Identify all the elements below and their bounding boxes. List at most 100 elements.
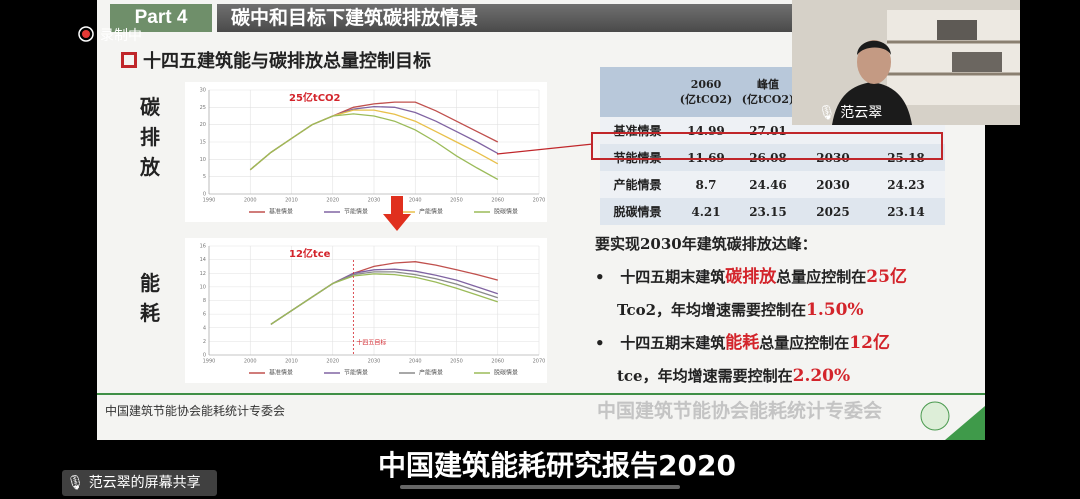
text: 总量应控制在 <box>759 334 850 352</box>
slide-title: 碳中和目标下建筑碳排放情景 <box>217 4 831 32</box>
y-tick-label: 20 <box>200 122 206 128</box>
participant-video: 🎙 范云翠 <box>792 0 1020 125</box>
table-row: 产能情景 8.7 24.46 2030 24.23 <box>600 171 945 198</box>
table-row: 节能情景 11.69 26.08 2030 25.18 <box>600 144 945 171</box>
x-tick-label: 2000 <box>244 359 257 365</box>
emission-chart: 0 5 10 15 20 25 30 1990 2000 2010 2020 2030 2040 2050… <box>185 82 547 222</box>
text: tce，年均增速需要控制在 <box>617 367 793 385</box>
video-frame <box>792 0 1020 125</box>
down-arrow <box>383 196 411 231</box>
legend-label: 基准情景 <box>269 208 293 216</box>
legend-label: 产能情景 <box>419 208 443 216</box>
person-face <box>857 40 891 84</box>
emphasis: 2.20% <box>792 366 851 386</box>
person-body <box>832 82 912 125</box>
series-line <box>270 273 499 325</box>
x-tick-label: 2010 <box>285 359 298 365</box>
arrow-shape <box>383 196 411 231</box>
series-line <box>249 113 499 180</box>
table-cell: 2030 <box>799 144 867 171</box>
x-tick-label: 2050 <box>450 198 463 204</box>
y-tick-label: 0 <box>203 192 206 198</box>
record-dot <box>82 30 90 38</box>
header-line: (亿tCO2) <box>741 93 795 106</box>
table-cell: 4.21 <box>675 198 737 225</box>
x-tick-label: 2060 <box>491 359 504 365</box>
y-tick-label: 6 <box>203 312 206 318</box>
person-hair <box>857 40 891 55</box>
header-cell: 2060 (亿tCO2) <box>675 67 737 117</box>
y-tick-label: 4 <box>203 325 206 331</box>
marker-label: 十四五目标 <box>356 339 386 347</box>
x-tick-label: 2020 <box>326 198 339 204</box>
annotation: 12亿tce <box>289 247 331 260</box>
table-cell: 25.18 <box>867 144 945 171</box>
y-tick-label: 0 <box>203 353 206 359</box>
table-cell: 27.01 <box>737 117 799 144</box>
bullet-square <box>121 52 137 68</box>
connector-line <box>497 143 594 155</box>
x-tick-label: 2060 <box>491 198 504 204</box>
caption: 中国建筑能耗研究报告2020 <box>378 449 736 482</box>
table-cell: 24.23 <box>867 171 945 198</box>
table-cell: 节能情景 <box>600 144 675 171</box>
series-line <box>270 268 499 325</box>
recording-label: 录制中 <box>100 28 142 44</box>
logo <box>920 401 950 431</box>
y-tick-label: 10 <box>200 284 206 290</box>
bullets-title: 要实现2030年建筑碳排放达峰： <box>595 235 817 253</box>
corner-triangle <box>945 406 985 440</box>
bullets: 要实现2030年建筑碳排放达峰： • 十四五期末建筑碳排放总量应控制在25亿 T… <box>595 228 965 393</box>
legend-label: 脱碳情景 <box>494 369 518 377</box>
bullet-line: tce，年均增速需要控制在2.20% <box>595 360 965 393</box>
bullet-line: • 十四五期末建筑碳排放总量应控制在25亿 <box>595 267 907 287</box>
annotation: 25亿tCO2 <box>289 91 341 104</box>
header-cell: 峰值 (亿tCO2) <box>737 67 799 117</box>
emphasis: 碳排放 <box>725 267 777 287</box>
row-label: 能耗 <box>140 271 160 325</box>
share-text: 范云翠的屏幕共享 <box>88 475 201 491</box>
table-cell: 23.14 <box>867 198 945 225</box>
logo-decor <box>920 401 985 440</box>
text: Tco2，年均增速需要控制在 <box>617 301 807 319</box>
progress-bar <box>400 485 680 489</box>
name-text: 范云翠 <box>840 105 883 121</box>
x-tick-label: 2070 <box>533 198 546 204</box>
y-tick-label: 12 <box>200 271 206 277</box>
table-cell: 脱碳情景 <box>600 198 675 225</box>
header-cell <box>600 67 675 117</box>
connector <box>497 143 594 155</box>
y-tick-label: 8 <box>203 298 206 304</box>
series-line <box>270 271 499 325</box>
share-indicator: 🎙 范云翠的屏幕共享 <box>62 470 217 496</box>
x-tick-label: 2030 <box>368 359 381 365</box>
x-tick-label: 1990 <box>203 198 216 204</box>
header-line: 2060 <box>690 78 722 91</box>
x-tick-label: 2020 <box>326 359 339 365</box>
text: 十四五期末建筑 <box>620 268 726 286</box>
y-tick-label: 5 <box>203 174 206 180</box>
table-cell: 23.15 <box>737 198 799 225</box>
record-ring <box>78 26 94 42</box>
legend-label: 基准情景 <box>269 369 293 377</box>
books <box>937 20 977 40</box>
emphasis: 25亿 <box>866 267 907 287</box>
series-line <box>270 261 498 325</box>
emphasis: 12亿 <box>849 333 890 353</box>
part-label: Part 4 <box>110 4 212 32</box>
y-tick-label: 15 <box>200 140 206 146</box>
text: 十四五期末建筑 <box>620 334 726 352</box>
participant-name: 🎙 范云翠 <box>818 105 883 121</box>
x-tick-label: 1990 <box>203 359 216 365</box>
table-cell: 基准情景 <box>600 117 675 144</box>
table-cell: 26.08 <box>737 144 799 171</box>
bullet-line: Tco2，年均增速需要控制在1.50% <box>595 294 965 327</box>
footer-rule <box>97 393 985 395</box>
y-tick-label: 16 <box>200 244 206 250</box>
x-tick-label: 2030 <box>368 198 381 204</box>
record-indicator <box>78 26 94 42</box>
text: 总量应控制在 <box>776 268 867 286</box>
header-line: 峰值 <box>757 78 779 91</box>
header-line: (亿tCO2) <box>679 93 733 106</box>
